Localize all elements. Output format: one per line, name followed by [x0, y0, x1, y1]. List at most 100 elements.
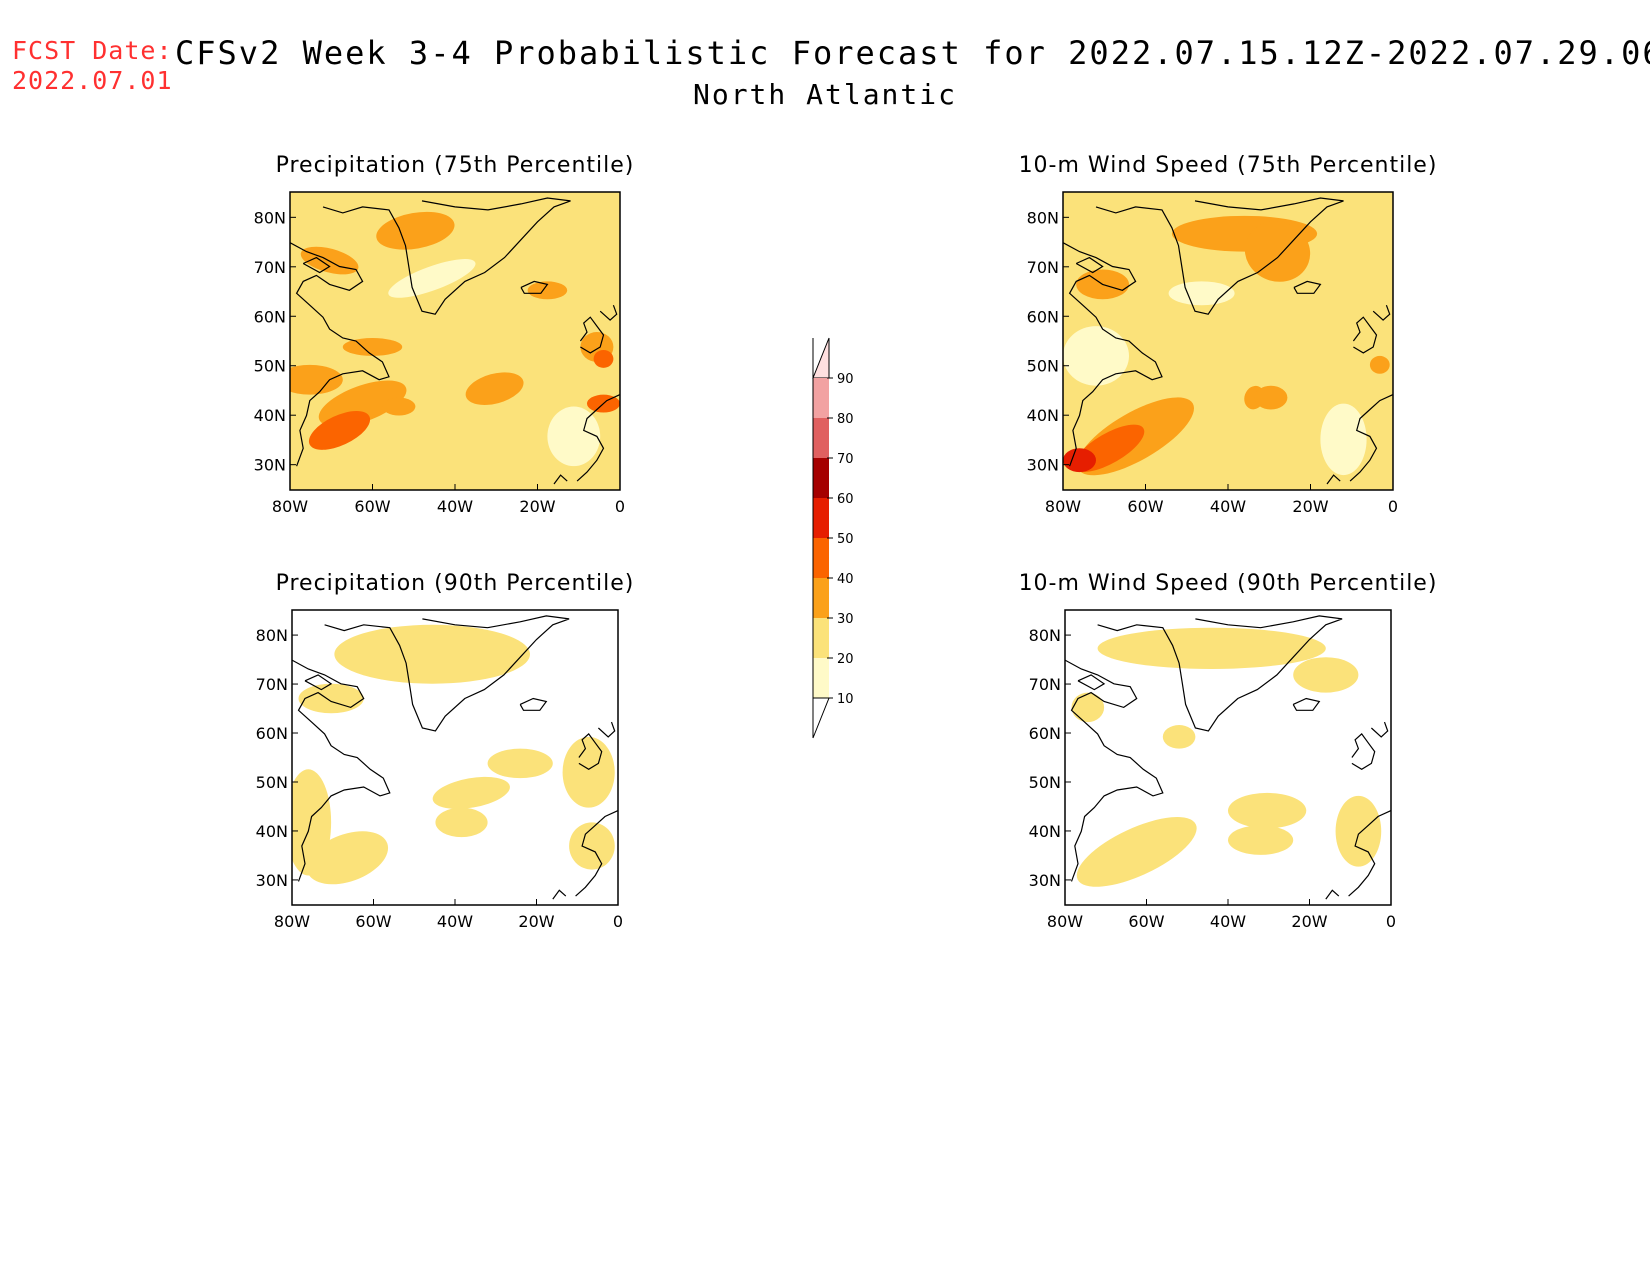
x-tick-label: 40W [437, 497, 473, 516]
x-tick-label: 20W [1292, 497, 1328, 516]
x-tick-label: 20W [1291, 912, 1327, 931]
coastline [1351, 733, 1376, 771]
colorbar-label: 70 [837, 452, 854, 467]
y-tick-label: 50N [254, 357, 286, 376]
coastline [1065, 659, 1164, 882]
coastline [1063, 242, 1163, 467]
x-tick-label: 20W [519, 497, 555, 516]
coastline [1370, 721, 1389, 738]
y-tick-label: 30N [256, 871, 288, 890]
coastline [1326, 474, 1341, 485]
page-title: CFSv2 Week 3-4 Probabilistic Forecast fo… [175, 34, 1650, 72]
y-tick-label: 40N [254, 406, 286, 425]
map-panel-wind-75: 10-m Wind Speed (75th Percentile) 80W 60W 4… [1019, 153, 1438, 516]
x-tick-label: 0 [1386, 912, 1396, 931]
y-tick-label: 60N [1029, 724, 1061, 743]
coastline [599, 304, 618, 321]
coastline [575, 810, 618, 897]
panel-title-precip-90: Precipitation (90th Percentile) [276, 571, 635, 596]
y-tick-label: 80N [254, 208, 286, 227]
y-tick-label: 80N [256, 626, 288, 645]
coastline [1097, 615, 1343, 732]
coastline [1348, 810, 1391, 897]
coastline [1349, 394, 1393, 482]
y-tick-label: 60N [254, 307, 286, 326]
map-panel-precip-75: Precipitation (75th Percentile) 80W 60W 40W… [254, 153, 635, 516]
coastline [1372, 304, 1391, 321]
coastline [1325, 889, 1340, 900]
x-tick-label: 0 [613, 912, 623, 931]
y-tick-label: 50N [1027, 357, 1059, 376]
coastline [520, 280, 549, 294]
colorbar-swatch [813, 498, 829, 538]
colorbar-label: 40 [837, 572, 854, 587]
map-panel-precip-90: Precipitation (90th Percentile) 80W 60W 40W… [256, 571, 635, 931]
coastline [576, 394, 620, 482]
coastline [324, 615, 570, 732]
coastline [322, 197, 571, 315]
y-tick-label: 50N [256, 773, 288, 792]
coastline [579, 316, 605, 354]
coastline [1292, 697, 1321, 711]
x-tick-label: 80W [1045, 497, 1081, 516]
coastline [290, 242, 390, 467]
x-tick-label: 80W [274, 912, 310, 931]
x-tick-label: 80W [1047, 912, 1083, 931]
y-tick-label: 70N [256, 675, 288, 694]
y-tick-label: 60N [256, 724, 288, 743]
x-tick-label: 0 [1388, 497, 1398, 516]
y-tick-label: 70N [254, 258, 286, 277]
x-tick-label: 20W [518, 912, 554, 931]
colorbar-swatch [813, 658, 829, 698]
colorbar-label: 50 [837, 532, 854, 547]
coastline [597, 721, 616, 738]
x-tick-label: 60W [355, 912, 391, 931]
coastline [552, 889, 567, 900]
coastline [1352, 316, 1378, 354]
colorbar-legend: 90 80 70 60 50 40 30 20 10 [812, 337, 854, 739]
x-tick-label: 60W [1128, 912, 1164, 931]
shaded-field-precip-90 [292, 610, 618, 905]
x-tick-label: 40W [1210, 912, 1246, 931]
x-tick-label: 0 [615, 497, 625, 516]
panel-title-wind-75: 10-m Wind Speed (75th Percentile) [1019, 153, 1438, 178]
x-tick-label: 40W [1210, 497, 1246, 516]
panel-title-wind-90: 10-m Wind Speed (90th Percentile) [1019, 571, 1438, 596]
shaded-field-precip-75 [290, 192, 620, 490]
colorbar-label: 90 [837, 372, 854, 387]
colorbar-label: 60 [837, 492, 854, 507]
x-tick-label: 80W [272, 497, 308, 516]
colorbar-label: 10 [837, 692, 854, 707]
y-tick-label: 50N [1029, 773, 1061, 792]
y-tick-label: 70N [1027, 258, 1059, 277]
fcst-date-value: 2022.07.01 [12, 66, 173, 95]
coastline [578, 733, 603, 771]
map-panel-wind-90: 10-m Wind Speed (90th Percentile) 80W 60W 4… [1019, 571, 1438, 931]
coastline [304, 674, 333, 691]
colorbar-swatch [813, 418, 829, 458]
x-tick-label: 60W [354, 497, 390, 516]
shaded-field-wind-75 [1063, 192, 1393, 490]
y-tick-label: 40N [1029, 822, 1061, 841]
y-tick-label: 30N [254, 456, 286, 475]
colorbar-swatch [813, 458, 829, 498]
colorbar-label: 20 [837, 652, 854, 667]
y-tick-label: 80N [1027, 208, 1059, 227]
y-tick-label: 80N [1029, 626, 1061, 645]
shaded-field-wind-90 [1065, 610, 1391, 905]
colorbar-label: 30 [837, 612, 854, 627]
region-subtitle: North Atlantic [692, 78, 957, 111]
panel-title-precip-75: Precipitation (75th Percentile) [276, 153, 635, 178]
y-tick-label: 60N [1027, 307, 1059, 326]
y-tick-label: 70N [1029, 675, 1061, 694]
x-tick-label: 60W [1127, 497, 1163, 516]
colorbar-swatch [813, 378, 829, 418]
coastline [292, 659, 391, 882]
colorbar-label: 80 [837, 412, 854, 427]
y-tick-label: 40N [1027, 406, 1059, 425]
colorbar-swatch [813, 578, 829, 618]
colorbar-swatch [813, 538, 829, 578]
y-tick-label: 30N [1027, 456, 1059, 475]
coastline [1077, 674, 1106, 691]
coastline [302, 256, 331, 274]
